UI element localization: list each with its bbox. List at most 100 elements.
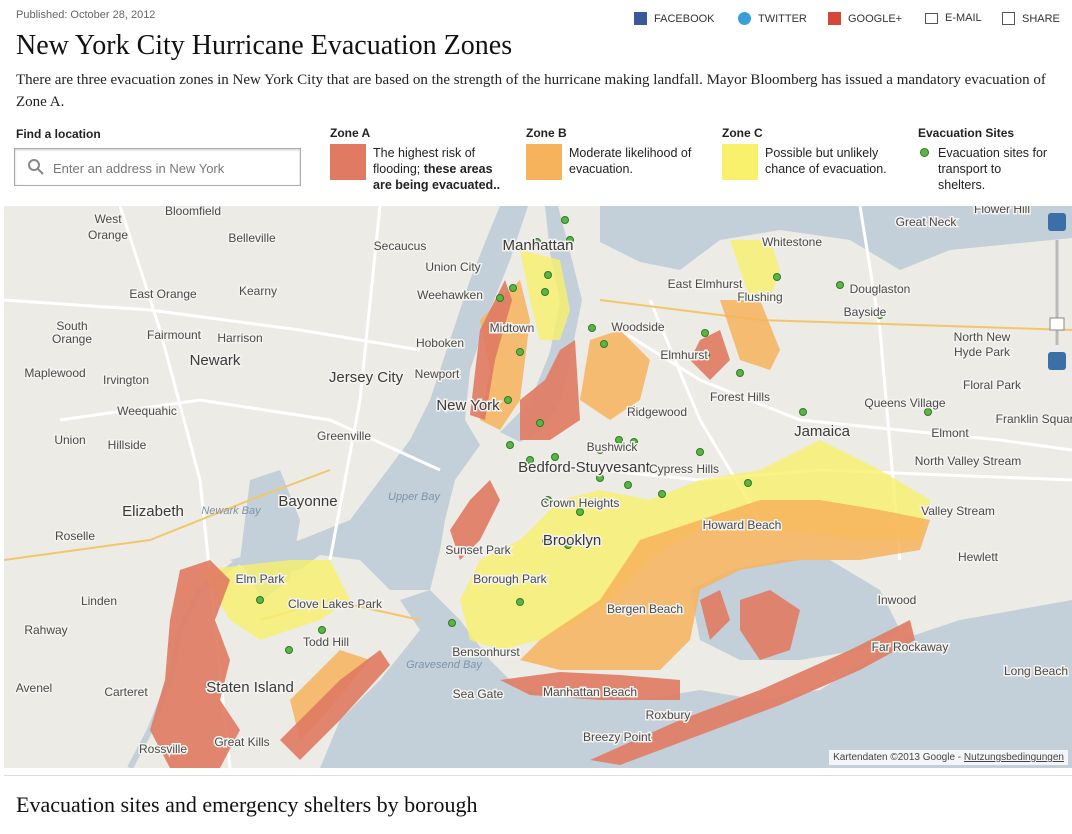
evacuation-site[interactable]	[256, 596, 264, 604]
zone-a	[590, 620, 915, 765]
evacuation-site[interactable]	[596, 474, 604, 482]
place-label: Hillside	[108, 438, 147, 452]
place-label: Franklin Square	[996, 412, 1072, 426]
place-label: Douglaston	[850, 282, 911, 296]
evacuation-site[interactable]	[504, 396, 512, 404]
zone-b	[580, 330, 650, 420]
evacuation-site[interactable]	[541, 288, 549, 296]
place-label: Brooklyn	[543, 532, 601, 549]
evacuation-site[interactable]	[496, 294, 504, 302]
place-label: Newport	[415, 367, 460, 381]
evacuation-site[interactable]	[285, 646, 293, 654]
legend-title: Zone A	[330, 126, 371, 140]
evacuation-site[interactable]	[564, 541, 572, 549]
zone-c	[730, 240, 780, 300]
zoom-out[interactable]	[1048, 352, 1066, 370]
evacuation-site[interactable]	[551, 453, 559, 461]
place-label: Hewlett	[958, 550, 999, 564]
evacuation-site[interactable]	[506, 441, 514, 449]
zone-b	[520, 500, 930, 670]
evacuation-site[interactable]	[566, 236, 574, 244]
evacuation-site[interactable]	[814, 427, 822, 435]
legend-dot	[920, 148, 929, 157]
evacuation-site[interactable]	[318, 626, 326, 634]
evacuation-site[interactable]	[526, 456, 534, 464]
evacuation-site[interactable]	[448, 619, 456, 627]
legend-title: Evacuation Sites	[918, 126, 1015, 140]
share-more[interactable]: SHARE	[1002, 12, 1060, 25]
place-label: Manhattan Beach	[543, 685, 637, 699]
evacuation-site[interactable]	[596, 446, 604, 454]
place-label: Queens Village	[864, 396, 945, 410]
page-title: New York City Hurricane Evacuation Zones	[16, 30, 513, 61]
evacuation-site[interactable]	[624, 481, 632, 489]
evacuation-site[interactable]	[630, 406, 638, 414]
map[interactable]: Bloomfield West Orange Belleville Secauc…	[4, 206, 1072, 768]
place-label: Irvington	[103, 373, 149, 387]
place-label: Inwood	[878, 593, 917, 607]
place-label: Breezy Point	[583, 730, 652, 744]
place-label: Belleville	[228, 231, 276, 245]
place-label: Orange	[88, 228, 128, 242]
evacuation-site[interactable]	[630, 438, 638, 446]
zone-b	[720, 300, 780, 370]
evacuation-site[interactable]	[773, 273, 781, 281]
place-label: Whitestone	[762, 235, 822, 249]
evacuation-site[interactable]	[836, 281, 844, 289]
evacuation-site[interactable]	[516, 598, 524, 606]
share-twitter[interactable]: TWITTER	[738, 12, 807, 25]
evacuation-site[interactable]	[533, 238, 541, 246]
water	[320, 590, 1072, 768]
evacuation-site[interactable]	[544, 271, 552, 279]
evacuation-site[interactable]	[600, 340, 608, 348]
evacuation-site[interactable]	[588, 324, 596, 332]
evacuation-site[interactable]	[924, 408, 932, 416]
evacuation-site[interactable]	[509, 284, 517, 292]
zoom-handle[interactable]	[1049, 317, 1065, 331]
share-email[interactable]: E-MAIL	[925, 12, 982, 24]
place-label: Great Kills	[214, 735, 269, 749]
evacuation-site[interactable]	[701, 329, 709, 337]
search-box[interactable]: Enter an address in New York	[14, 148, 301, 186]
place-label: Union City	[425, 260, 480, 274]
legend-swatch	[722, 144, 758, 180]
evacuation-site[interactable]	[615, 436, 623, 444]
legend-title: Zone B	[526, 126, 567, 140]
search-label: Find a location	[16, 127, 101, 141]
evacuation-site[interactable]	[744, 479, 752, 487]
evacuation-site[interactable]	[542, 537, 550, 545]
search-icon	[28, 159, 44, 175]
zoom-in[interactable]	[1048, 213, 1066, 231]
legend-swatch	[526, 144, 562, 180]
terms-link[interactable]: Nutzungsbedingungen	[963, 752, 1064, 763]
evacuation-site[interactable]	[576, 508, 584, 516]
place-label: Newark	[190, 352, 241, 369]
evacuation-site[interactable]	[656, 323, 664, 331]
evacuation-site[interactable]	[561, 216, 569, 224]
share-google[interactable]: GOOGLE+	[828, 12, 902, 25]
evacuation-site[interactable]	[736, 369, 744, 377]
evacuation-site[interactable]	[658, 490, 666, 498]
zone-c	[460, 440, 930, 650]
icon	[738, 12, 751, 25]
place-label: Bensonhurst	[452, 645, 520, 659]
evacuation-site[interactable]	[536, 419, 544, 427]
place-label: Rahway	[24, 623, 67, 637]
place-label: Bushwick	[587, 440, 639, 454]
evacuation-site[interactable]	[876, 311, 884, 319]
place-label: Forest Hills	[710, 390, 770, 404]
section-title: Evacuation sites and emergency shelters …	[16, 792, 478, 817]
evacuation-site[interactable]	[544, 496, 552, 504]
share-facebook[interactable]: FACEBOOK	[634, 12, 715, 25]
share-label: FACEBOOK	[654, 12, 715, 25]
place-label: Valley Stream	[921, 504, 995, 518]
evacuation-site[interactable]	[516, 348, 524, 356]
evacuation-site[interactable]	[702, 351, 710, 359]
water-label: Newark Bay	[201, 505, 262, 517]
zone-a	[520, 340, 580, 440]
place-label: Elm Park	[236, 572, 286, 586]
evacuation-site[interactable]	[696, 448, 704, 456]
evacuation-site[interactable]	[799, 408, 807, 416]
published-date: Published: October 28, 2012	[16, 9, 156, 21]
